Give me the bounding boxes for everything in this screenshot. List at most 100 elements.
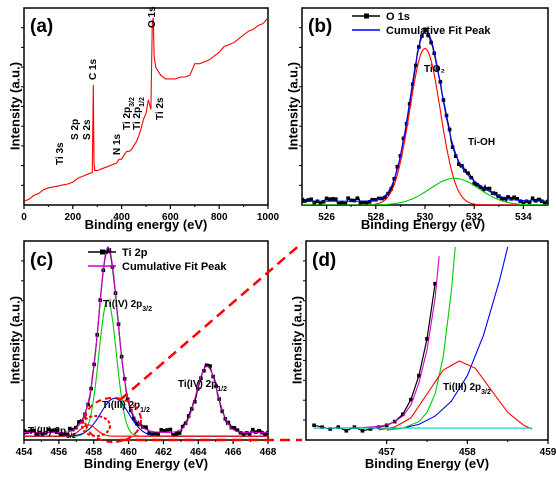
panel-label-d: (d): [312, 250, 336, 271]
peak-label-a-6: N 1s: [112, 133, 123, 155]
data-point-c-0-22: [55, 428, 60, 433]
data-point-d-0-4: [344, 429, 349, 433]
data-point-c-0-100: [174, 431, 179, 436]
data-point-b-0-132: [503, 196, 507, 201]
y-axis-label-c: Intensity (a.u.): [8, 296, 23, 384]
data-point-c-0-36: [77, 420, 81, 424]
data-point-b-0-108: [466, 171, 470, 175]
peak-label-a-5: S 2s: [82, 119, 93, 140]
data-point-b-0-30: [346, 196, 350, 200]
data-point-b-0-36: [355, 196, 360, 200]
series-line-c-2: [24, 299, 268, 437]
data-point-c-0-144: [241, 433, 246, 437]
series-line-a-0: [24, 17, 268, 202]
peak-label-d-0: Ti(III) 2p3/2: [443, 382, 491, 396]
data-point-c-0-108: [186, 414, 191, 418]
data-point-c-0-74: [135, 421, 139, 426]
legend-label-c-1: Cumulative Fit Peak: [122, 261, 227, 273]
data-point-b-0-112: [472, 182, 476, 186]
x-tick-label-d-0: 457: [378, 447, 395, 458]
y-axis-label-d: Intensity (a.u.): [290, 296, 305, 384]
data-point-d-0-3: [336, 425, 341, 429]
x-tick-label-a-4: 800: [211, 212, 228, 223]
data-point-c-0-154: [257, 429, 261, 433]
data-point-b-0-58: [389, 187, 393, 191]
zoom-ellipse: [81, 415, 111, 437]
x-tick-label-c-0: 454: [16, 447, 33, 458]
series-group-a: [24, 17, 268, 202]
data-point-b-0-154: [536, 197, 541, 202]
data-point-b-0-148: [527, 200, 532, 204]
zoom-region-outline: [84, 397, 142, 443]
data-point-d-0-15: [433, 281, 437, 286]
data-point-c-0-118: [202, 368, 206, 373]
data-point-c-0-70: [128, 408, 133, 413]
y-axis-label-b: Intensity (a.u.): [286, 62, 301, 150]
chart-panel-d: 457 458 459 Binding Energy (eV) Intensity (a…: [290, 240, 556, 471]
peak-label-a-7: Ti 2p3/2: [122, 97, 136, 130]
x-tick-label-b-3: 532: [466, 212, 483, 223]
peak-label-c-3: Ti(III) 2p3/2: [28, 426, 76, 440]
data-point-b-0-102: [457, 162, 461, 167]
data-point-d-0-11: [401, 412, 405, 417]
data-point-d-0-8: [376, 425, 381, 429]
data-point-c-0-142: [238, 430, 243, 435]
data-point-d-0-6: [360, 429, 365, 433]
x-axis-label-c: Binding Energy (eV): [84, 456, 208, 471]
data-point-b-0-50: [377, 196, 381, 201]
data-point-c-0-32: [71, 427, 75, 432]
data-point-b-0-34: [352, 198, 357, 203]
legend-label-c-0: Ti 2p: [122, 247, 148, 259]
data-point-c-0-122: [208, 364, 212, 368]
peak-label-a-3: Ti 3s: [55, 142, 66, 165]
peak-label-a-1: C 1s: [88, 58, 99, 80]
data-point-c-0-158: [263, 432, 267, 437]
data-point-c-0-94: [165, 428, 170, 432]
data-point-b-0-140: [515, 196, 520, 201]
peak-label-b-0: TiO₂: [424, 64, 445, 75]
x-tick-label-a-5: 1000: [257, 212, 280, 223]
data-point-c-0-96: [168, 427, 173, 432]
series-line-d-4: [378, 360, 533, 431]
series-line-c-1: [24, 245, 268, 433]
x-tick-label-c-3: 460: [120, 447, 137, 458]
data-point-d-0-12: [409, 397, 413, 402]
data-point-c-0-98: [171, 433, 176, 437]
x-tick-label-b-1: 528: [367, 212, 384, 223]
data-point-c-0-112: [193, 399, 197, 404]
data-point-c-0-88: [156, 432, 160, 436]
data-point-c-0-6: [31, 428, 35, 433]
legend-marker-b-0: [364, 13, 369, 19]
data-point-b-0-62: [395, 164, 400, 169]
data-point-b-0-130: [500, 196, 504, 201]
data-point-b-0-8: [312, 201, 317, 205]
legend-label-b-1: Cumulative Fit Peak: [386, 25, 491, 37]
peak-label-a-2: Ti 2s: [155, 97, 166, 120]
x-tick-label-a-3: 600: [162, 212, 179, 223]
x-axis-label-b: Binding Energy (eV): [361, 217, 485, 232]
data-point-b-0-120: [484, 187, 489, 191]
data-point-c-0-148: [247, 431, 252, 436]
series-line-c-4: [24, 424, 268, 437]
legend-c: Ti 2p Cumulative Fit Peak: [88, 247, 227, 273]
x-tick-label-c-4: 462: [155, 447, 172, 458]
x-axis-label-d: Binding Energy (eV): [365, 456, 489, 471]
data-point-b-0-54: [383, 195, 387, 200]
data-point-c-0-134: [226, 420, 231, 425]
x-tick-label-b-0: 526: [318, 212, 335, 223]
data-point-c-0-38: [80, 419, 84, 424]
data-point-c-0-30: [67, 426, 72, 431]
data-point-b-0-134: [506, 195, 510, 199]
data-point-c-0-92: [162, 428, 167, 433]
data-point-c-0-24: [58, 433, 63, 437]
data-point-c-0-140: [235, 428, 240, 432]
data-point-b-0-56: [386, 191, 390, 196]
data-point-c-0-90: [159, 428, 164, 432]
x-tick-label-a-1: 200: [64, 212, 81, 223]
data-point-c-0-28: [64, 432, 69, 437]
data-point-d-0-14: [425, 337, 429, 341]
y-axis-label-a: Intensity (a.u.): [8, 62, 23, 150]
data-point-d-0-1: [320, 425, 324, 429]
x-tick-label-a-2: 400: [113, 212, 130, 223]
data-point-b-0-42: [364, 200, 369, 205]
